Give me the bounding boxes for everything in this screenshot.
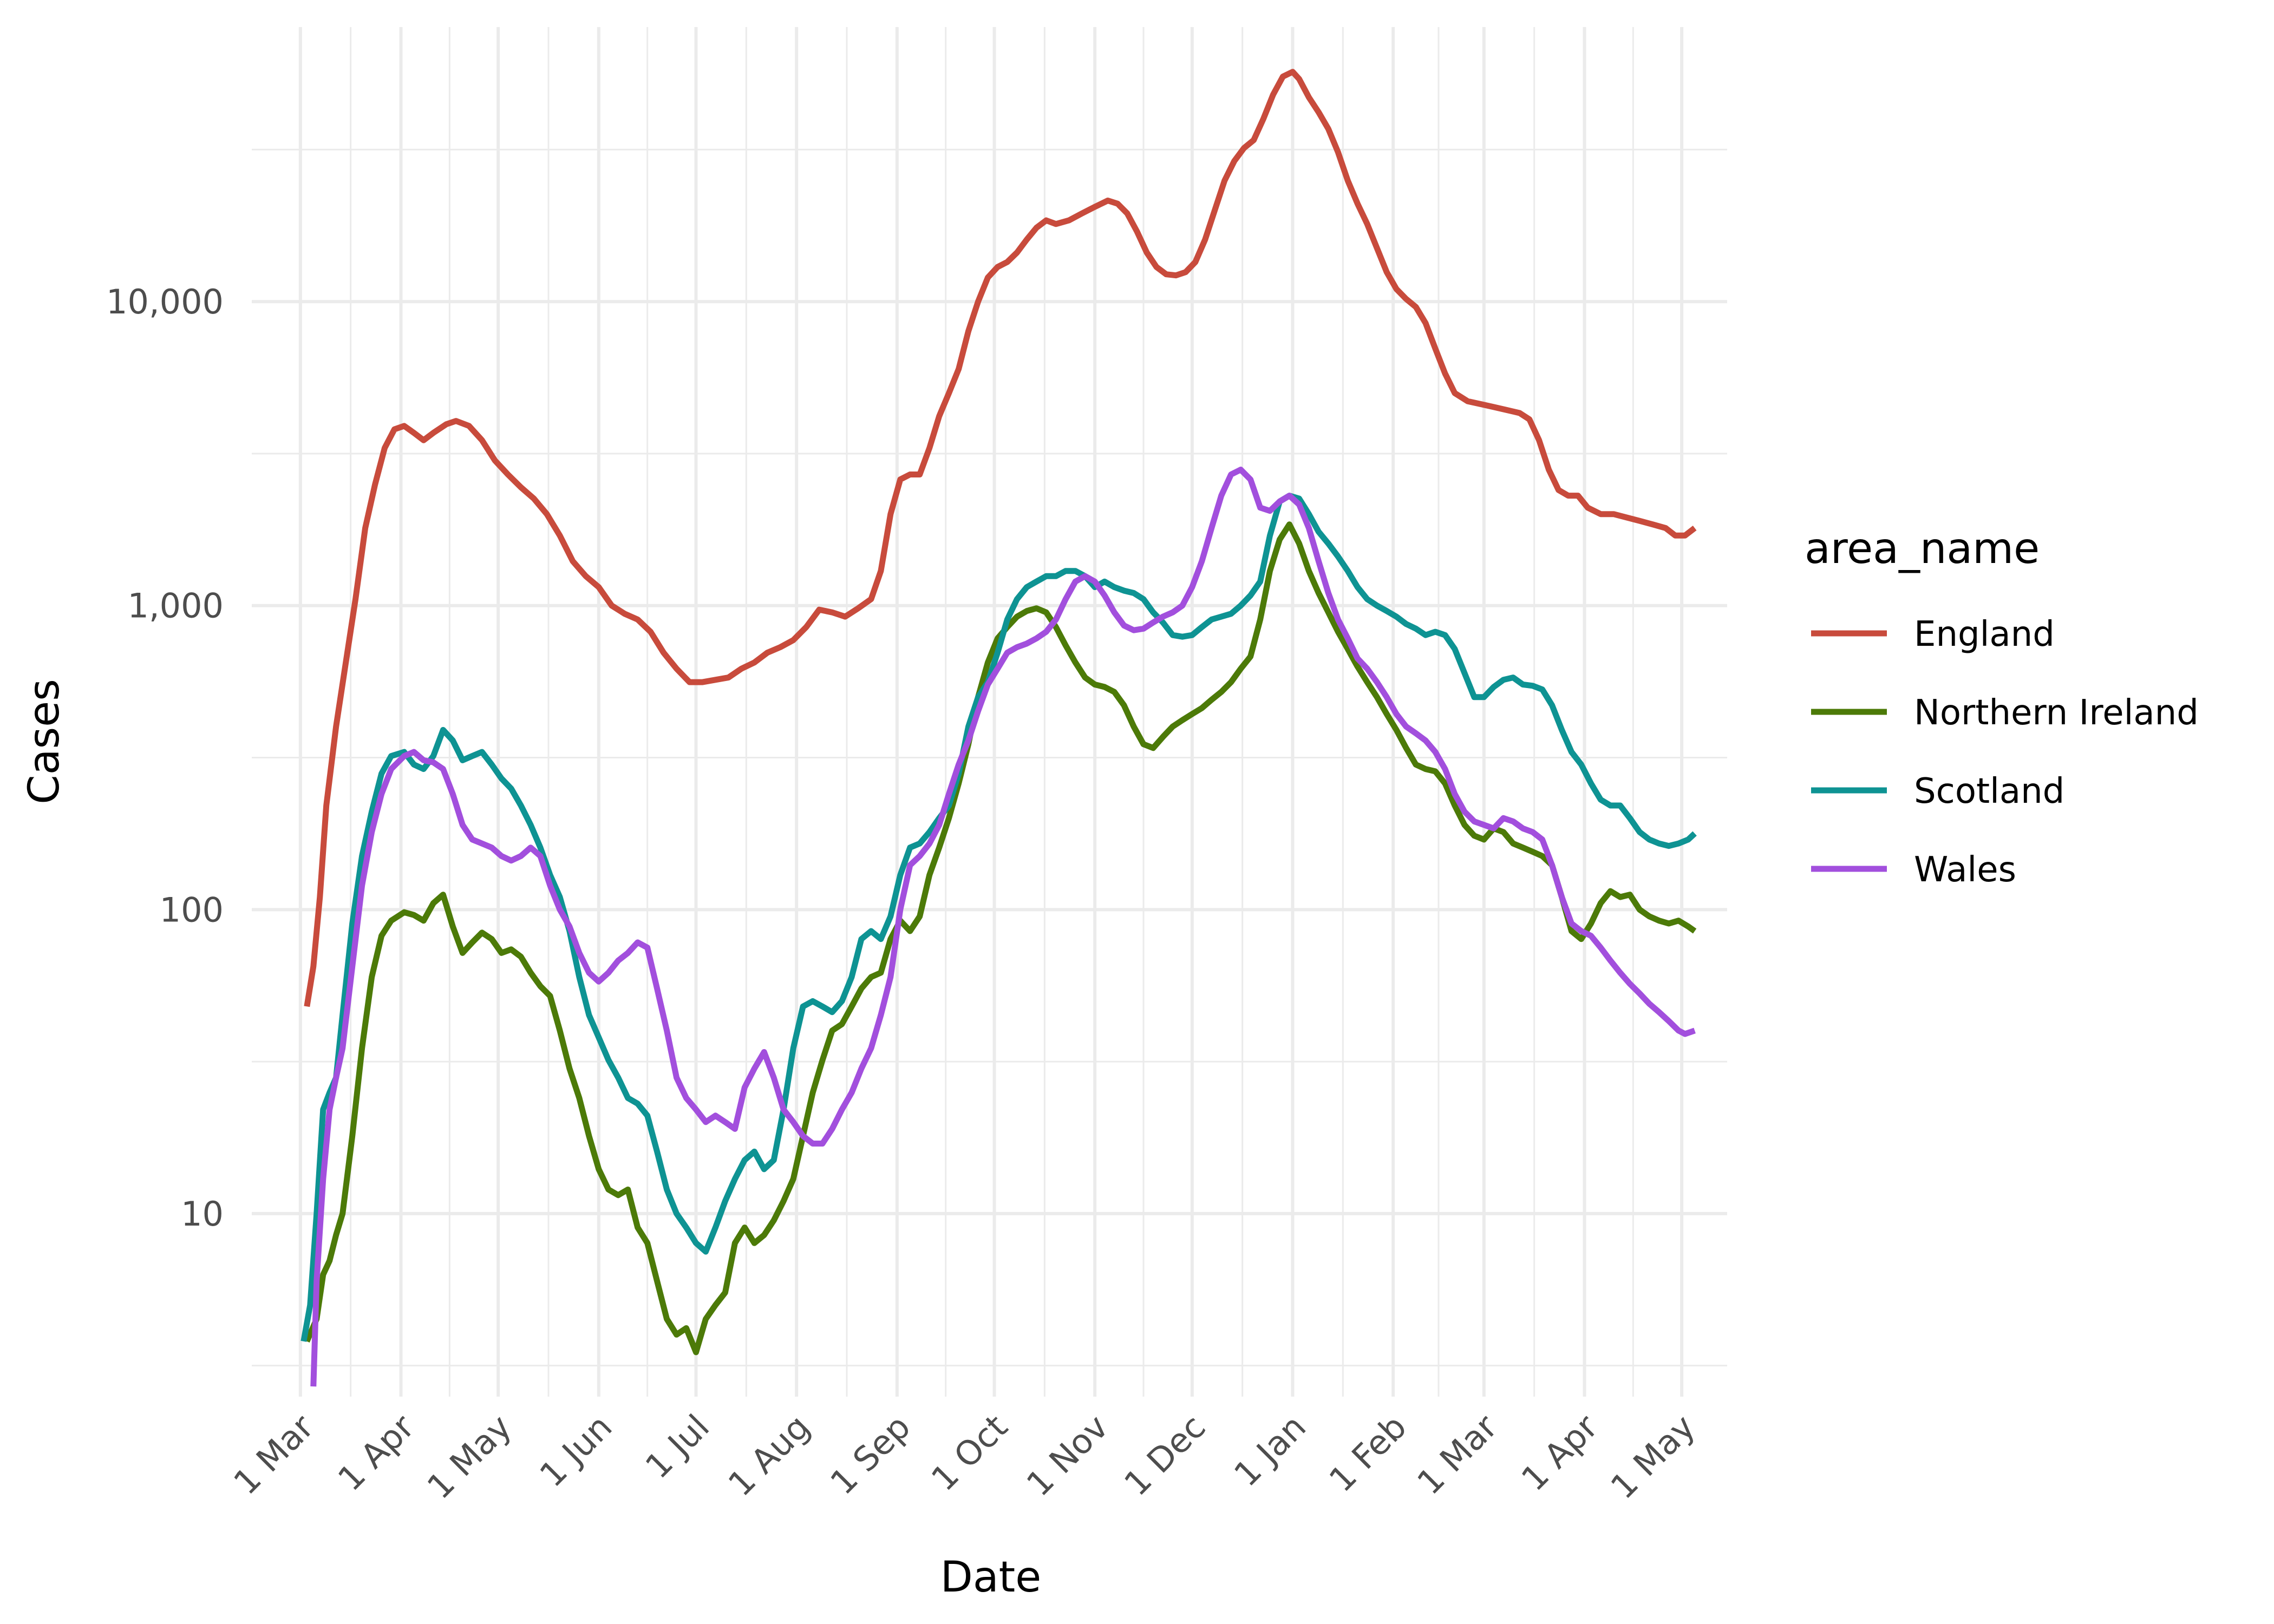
legend-items: England Northern Ireland Scotland Wales: [1811, 614, 2199, 890]
legend-label-wales: Wales: [1914, 850, 2016, 890]
x-axis-title: Date: [940, 1553, 1041, 1602]
x-tick-label: 1 May: [420, 1407, 519, 1507]
x-tick-label: 1 Jun: [532, 1407, 619, 1495]
x-tick-label: 1 Nov: [1019, 1407, 1116, 1504]
legend-label-northern-ireland: Northern Ireland: [1914, 693, 2199, 733]
x-tick-label: 1 Jul: [638, 1407, 717, 1486]
x-tick-label: 1 Mar: [1409, 1407, 1505, 1503]
series-line-wales: [310, 467, 1696, 1387]
x-tick-label: 1 Jan: [1226, 1407, 1314, 1494]
x-tick-label: 1 Apr: [1514, 1407, 1606, 1499]
legend: area_name England Northern Ireland Scotlan…: [1805, 525, 2199, 890]
series-lines: [300, 69, 1697, 1387]
y-axis-ticks: 10 100 1,000 10,000: [106, 282, 224, 1234]
legend-label-england: England: [1914, 614, 2055, 654]
y-tick-label: 10: [181, 1194, 224, 1234]
series-line-england: [304, 69, 1697, 1007]
x-tick-label: 1 Oct: [924, 1407, 1015, 1498]
gridlines: [252, 27, 1727, 1397]
x-tick-label: 1 May: [1603, 1407, 1703, 1507]
y-tick-label: 10,000: [106, 282, 224, 322]
x-tick-label: 1 Sep: [822, 1407, 918, 1502]
x-tick-label: 1 Apr: [330, 1407, 422, 1499]
x-tick-label: 1 Mar: [226, 1407, 322, 1503]
series-line-scotland: [300, 493, 1697, 1342]
x-tick-label: 1 Aug: [721, 1407, 818, 1504]
y-axis-title: Cases: [20, 679, 69, 804]
legend-title: area_name: [1805, 525, 2040, 573]
x-tick-label: 1 Feb: [1322, 1407, 1414, 1499]
y-tick-label: 100: [160, 890, 224, 929]
y-tick-label: 1,000: [128, 586, 224, 626]
legend-label-scotland: Scotland: [1914, 771, 2064, 811]
series-line-northern-ireland: [304, 521, 1697, 1355]
x-tick-label: 1 Dec: [1116, 1407, 1213, 1503]
